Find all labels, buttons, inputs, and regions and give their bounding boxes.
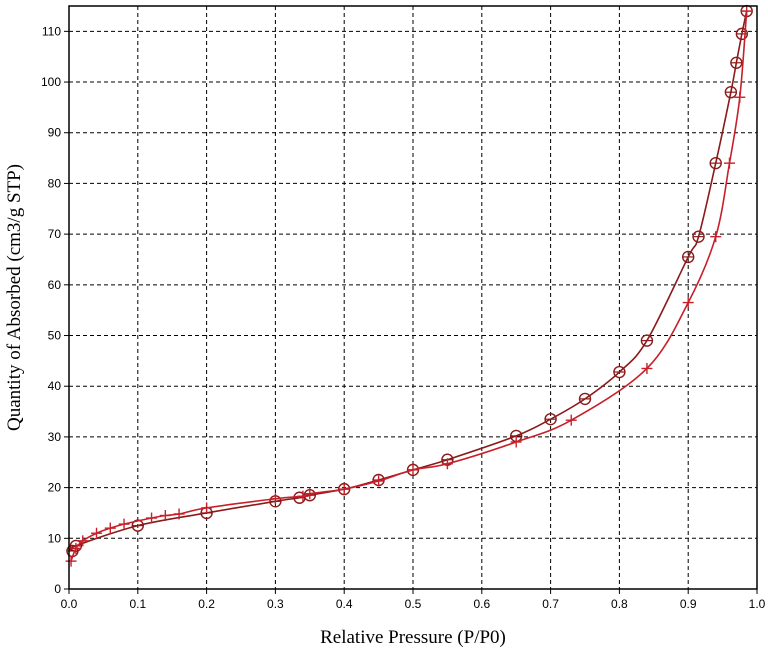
plus-marker <box>77 535 89 547</box>
grid <box>69 6 758 589</box>
x-tick-label: 0.2 <box>198 597 215 611</box>
plot-frame <box>68 5 758 590</box>
circle-marker <box>682 250 695 264</box>
x-tick-label: 0.0 <box>61 597 78 611</box>
circle-marker <box>544 412 557 426</box>
y-tick-label: 20 <box>48 481 62 495</box>
plus-marker <box>159 509 171 521</box>
plus-marker <box>338 483 350 495</box>
plus-marker <box>269 493 281 505</box>
circle-marker <box>724 85 738 99</box>
circle-marker <box>131 519 145 532</box>
y-tick-label: 10 <box>48 531 62 545</box>
y-tick-label: 100 <box>41 75 61 89</box>
y-tick-label: 60 <box>48 278 62 292</box>
y-tick-label: 70 <box>48 227 62 241</box>
x-axis-title: Relative Pressure (P/P0) <box>320 627 506 648</box>
plus-marker <box>173 508 185 520</box>
circle-marker <box>730 56 743 69</box>
plus-marker <box>201 502 213 514</box>
plus-marker <box>441 458 453 470</box>
y-tick-label: 80 <box>48 176 62 190</box>
plus-marker <box>65 555 77 567</box>
axes <box>64 5 758 594</box>
series-line <box>70 11 748 562</box>
circle-marker <box>578 392 592 406</box>
series-1 <box>66 4 753 558</box>
plus-marker <box>146 512 158 524</box>
circle-marker <box>613 365 626 379</box>
plus-marker <box>641 362 653 374</box>
plus-marker <box>373 475 385 487</box>
plus-marker <box>104 522 116 534</box>
plus-marker <box>91 527 103 539</box>
plus-marker <box>70 542 82 554</box>
plus-marker <box>118 518 130 530</box>
x-tick-label: 0.3 <box>267 597 284 611</box>
plus-marker <box>710 231 722 243</box>
x-tick-label: 0.1 <box>129 597 146 611</box>
x-tick-label: 0.5 <box>405 597 422 611</box>
plus-marker <box>723 157 735 169</box>
series-2 <box>65 5 753 567</box>
plus-marker <box>741 5 753 17</box>
plus-marker <box>565 414 577 426</box>
x-tick-label: 0.8 <box>611 597 628 611</box>
y-tick-label: 40 <box>48 379 62 393</box>
circle-marker <box>709 156 722 170</box>
x-tick-label: 0.4 <box>336 597 353 611</box>
x-tick-label: 0.6 <box>473 597 490 611</box>
plus-marker <box>682 297 694 309</box>
series-layer <box>65 4 753 567</box>
y-tick-label: 0 <box>54 582 61 596</box>
x-tick-label: 1.0 <box>749 597 766 611</box>
plus-marker <box>734 91 746 103</box>
y-axis-title: Quantity of Absorbed (cm3/g STP) <box>4 164 25 431</box>
x-tick-label: 0.7 <box>542 597 559 611</box>
y-tick-label: 90 <box>48 126 62 140</box>
tick-labels: 0.0 0.1 0.2 0.3 0.4 0.5 0.6 0.7 0.8 0.9 1.0 0 10 20 30… <box>41 24 766 611</box>
circle-marker <box>640 334 654 347</box>
plus-marker <box>510 436 522 448</box>
y-tick-label: 110 <box>42 24 61 38</box>
y-tick-label: 30 <box>48 430 62 444</box>
circle-marker <box>692 230 705 243</box>
plus-marker <box>304 488 316 500</box>
x-tick-label: 0.9 <box>680 597 697 611</box>
plus-marker <box>297 490 309 502</box>
plus-marker <box>407 464 419 476</box>
y-tick-label: 50 <box>48 329 62 343</box>
